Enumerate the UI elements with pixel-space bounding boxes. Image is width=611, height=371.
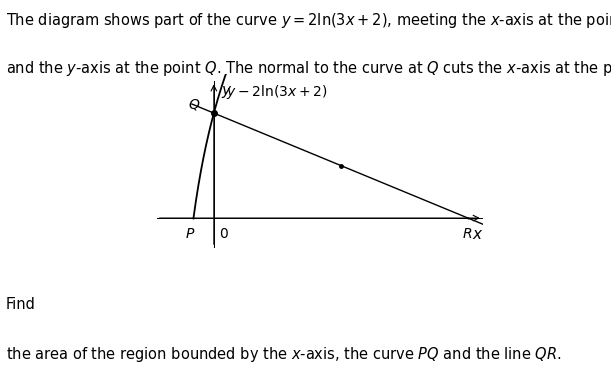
- Text: the area of the region bounded by the $x$-axis, the curve $PQ$ and the line $QR$: the area of the region bounded by the $x…: [6, 345, 562, 364]
- Text: $R$: $R$: [461, 227, 472, 241]
- Text: $x$: $x$: [472, 227, 483, 242]
- Text: $y - 2\mathrm{ln}(3x + 2)$: $y - 2\mathrm{ln}(3x + 2)$: [226, 83, 327, 101]
- Text: Find: Find: [6, 297, 36, 312]
- Text: The diagram shows part of the curve $y = 2\mathrm{ln}(3x + 2)$, meeting the $x$-: The diagram shows part of the curve $y =…: [6, 11, 611, 30]
- Text: and the $y$-axis at the point $Q$. The normal to the curve at $Q$ cuts the $x$-a: and the $y$-axis at the point $Q$. The n…: [6, 59, 611, 78]
- Text: $0$: $0$: [219, 227, 229, 241]
- Text: $P$: $P$: [185, 227, 195, 241]
- Text: $Q$: $Q$: [188, 96, 200, 112]
- Text: $y$: $y$: [221, 84, 233, 100]
